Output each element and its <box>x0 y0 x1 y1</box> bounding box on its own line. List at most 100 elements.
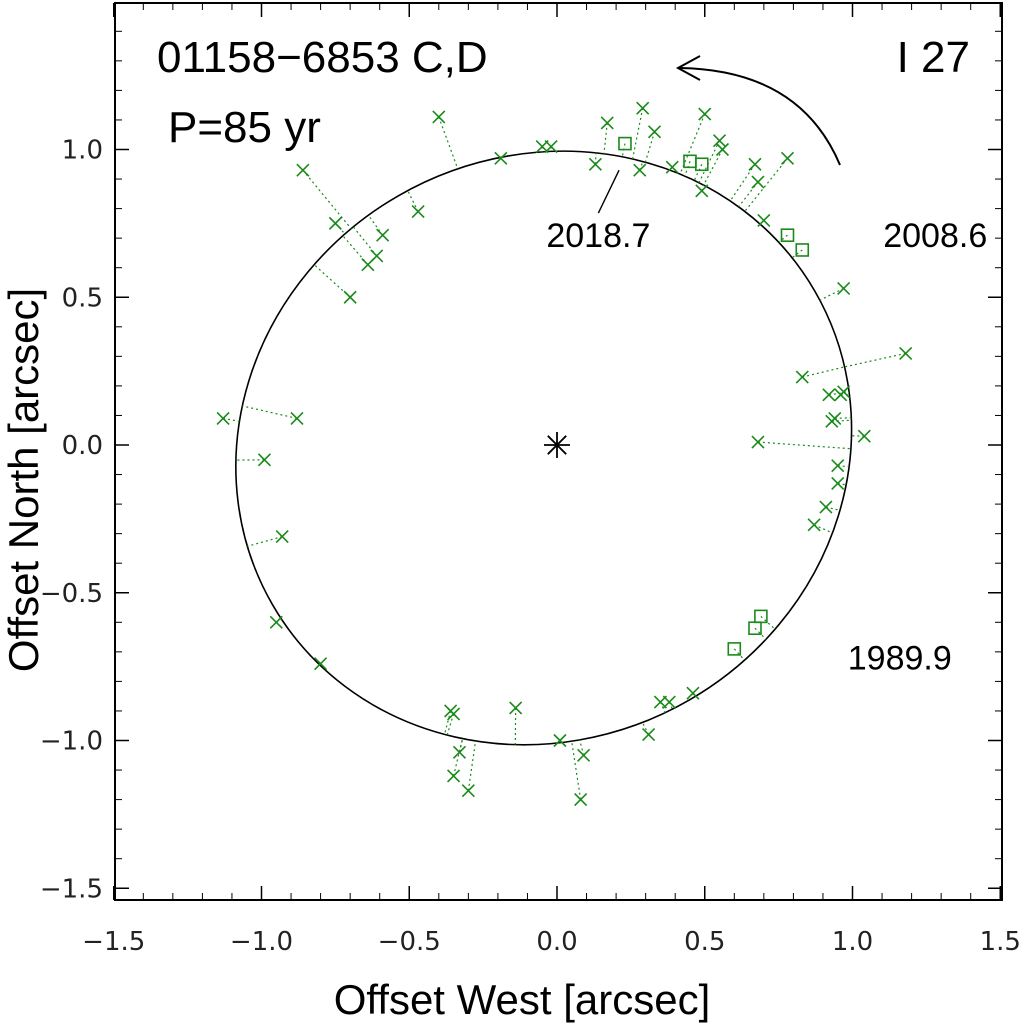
data-points <box>216 101 913 807</box>
cross-stroke <box>647 125 662 139</box>
residual-line <box>744 157 788 212</box>
measurement-cross <box>807 518 821 532</box>
residual-line <box>313 264 351 298</box>
cross-stroke <box>831 459 845 473</box>
measurement-square <box>780 228 795 242</box>
measurement-cross <box>494 151 508 165</box>
cross-stroke <box>600 116 614 130</box>
cross-stroke <box>343 290 357 304</box>
measurement-cross <box>376 228 390 242</box>
cross-stroke <box>574 793 588 807</box>
measurement-cross <box>757 213 771 227</box>
cross-stroke <box>577 748 591 762</box>
cross-stroke <box>715 142 730 157</box>
cross-stroke <box>712 134 727 148</box>
cross-stroke <box>216 411 230 425</box>
measurement-cross <box>653 695 667 709</box>
cross-stroke <box>588 157 602 171</box>
orbit-layer <box>235 150 853 746</box>
cross-stroke <box>857 429 871 443</box>
measurement-cross <box>698 107 712 121</box>
measurement-cross <box>837 281 851 295</box>
measurement-cross <box>831 459 845 473</box>
cross-stroke <box>296 163 310 177</box>
cross-stroke <box>807 518 821 532</box>
measurement-cross <box>899 346 913 360</box>
cross-stroke <box>370 249 384 263</box>
residual-line <box>603 122 608 154</box>
motion-direction-arrow <box>679 67 841 166</box>
y-tick-label: 0.5 <box>62 283 103 313</box>
x-axis-title: Offset West [arcsec] <box>334 976 711 1023</box>
residual-line <box>467 740 477 791</box>
cross-stroke <box>432 110 446 124</box>
residual-line <box>641 722 650 735</box>
y-tick-label: −1.5 <box>40 874 103 904</box>
measurement-cross <box>748 157 762 171</box>
residual-line <box>452 738 464 777</box>
residual-line <box>644 131 656 163</box>
residual-line <box>791 249 803 259</box>
residual-line <box>679 113 706 175</box>
epoch-leader-line <box>597 169 620 214</box>
cross-stroke <box>695 184 709 198</box>
residual-line <box>247 536 283 547</box>
cross-stroke <box>686 686 700 700</box>
chart-subtitle: P=85 yr <box>168 103 321 152</box>
x-tick-label: 1.5 <box>980 927 1020 957</box>
measurement-cross <box>269 615 283 629</box>
measurement-cross <box>633 163 647 177</box>
measurement-cross <box>822 388 836 402</box>
x-tick-label: 1.0 <box>832 927 873 957</box>
epoch-label: 1989.9 <box>848 640 952 678</box>
measurement-cross <box>216 411 230 425</box>
measurement-square <box>694 157 709 172</box>
residual-line <box>819 287 844 301</box>
measurement-cross <box>447 769 461 783</box>
measurement-cross <box>712 134 727 148</box>
cross-stroke <box>751 435 765 449</box>
y-axis-title: Offset North [arcsec] <box>0 288 47 672</box>
cross-stroke <box>447 769 461 783</box>
measurement-cross <box>461 784 475 798</box>
residual-line <box>760 615 776 630</box>
residual-line <box>407 190 419 212</box>
residual-line <box>813 524 833 534</box>
cross-stroke <box>757 213 771 227</box>
residual-line <box>367 214 384 236</box>
measurement-cross <box>695 184 709 198</box>
measurement-cross <box>600 116 614 130</box>
residual-line <box>802 366 845 378</box>
measurement-cross <box>411 204 425 219</box>
cross-stroke <box>376 228 390 242</box>
cross-stroke <box>452 745 467 759</box>
cross-stroke <box>633 163 647 177</box>
measurement-cross <box>825 414 839 428</box>
cross-stroke <box>257 453 272 467</box>
residual-line <box>684 161 691 177</box>
plot-frame <box>114 2 1003 901</box>
cross-stroke <box>269 615 283 629</box>
cross-stroke <box>444 704 458 718</box>
measurement-cross <box>343 290 357 304</box>
measurement-cross <box>577 748 591 762</box>
x-tick-label: −0.5 <box>378 927 441 957</box>
y-tick-label: 0.0 <box>62 431 103 461</box>
cross-stroke <box>819 500 833 514</box>
measurement-cross <box>432 110 446 124</box>
residual-line <box>831 419 852 422</box>
residual-line <box>698 140 721 183</box>
cross-stroke <box>748 157 762 171</box>
cross-stroke <box>314 657 328 671</box>
measurement-cross <box>257 453 272 467</box>
measurement-cross <box>574 793 588 807</box>
residual-line <box>837 465 850 468</box>
residual-line <box>446 713 455 736</box>
measurement-cross <box>296 163 310 177</box>
measurement-cross <box>553 733 567 748</box>
residual-line <box>834 417 852 420</box>
residual-line <box>438 116 459 170</box>
x-tick-label: −1.5 <box>82 927 145 957</box>
epoch-label: 2008.6 <box>883 217 987 255</box>
